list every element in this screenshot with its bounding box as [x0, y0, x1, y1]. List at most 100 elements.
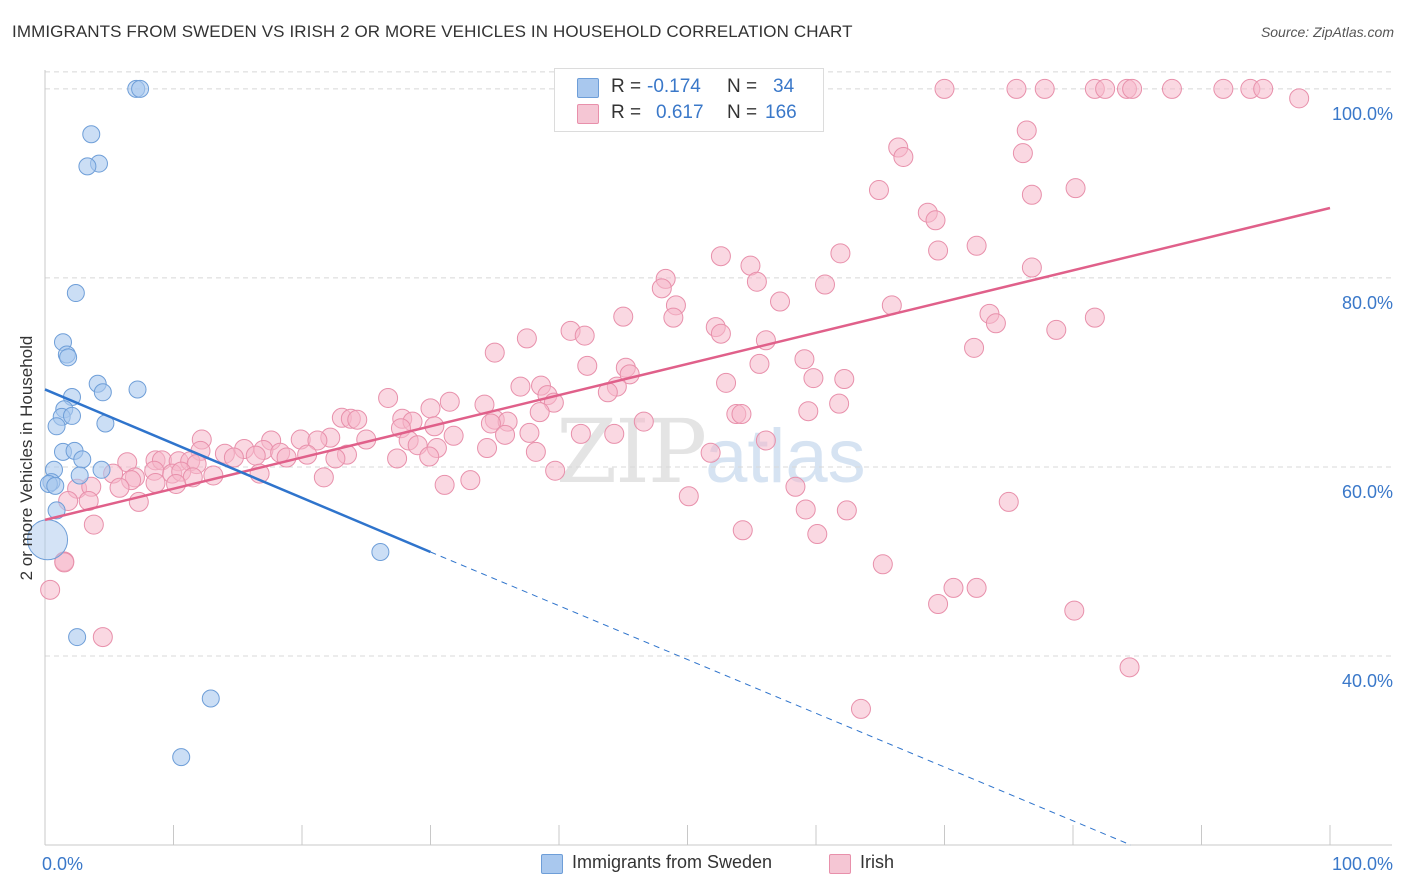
- y-tick-label: 80.0%: [1342, 293, 1393, 313]
- sweden-point: [70, 466, 89, 485]
- legend-swatch-irish: [577, 104, 599, 124]
- irish-point: [834, 369, 855, 390]
- irish-point: [928, 240, 949, 261]
- bottom-swatch-irish: [829, 854, 851, 874]
- legend-n-label: N =: [727, 76, 758, 97]
- legend-n-label: N =: [727, 102, 758, 123]
- irish-point: [731, 404, 752, 425]
- irish-point: [477, 438, 498, 459]
- grid-lines: [45, 71, 1392, 657]
- irish-point: [495, 424, 516, 445]
- irish-point: [633, 411, 654, 432]
- irish-point: [203, 465, 224, 486]
- irish-point: [245, 445, 266, 466]
- irish-point: [934, 78, 955, 99]
- sweden-point: [66, 284, 85, 303]
- sweden-point: [46, 476, 65, 495]
- irish-point: [145, 473, 166, 494]
- irish-point: [795, 499, 816, 520]
- irish-point: [1034, 78, 1055, 99]
- irish-point: [1021, 257, 1042, 278]
- y-axis-label: 2 or more Vehicles in Household: [17, 335, 36, 581]
- irish-point: [785, 476, 806, 497]
- irish-point: [1289, 88, 1310, 109]
- irish-point: [1119, 657, 1140, 678]
- irish-point: [570, 423, 591, 444]
- irish-point: [419, 446, 440, 467]
- sweden-point: [131, 79, 150, 98]
- irish-point: [577, 355, 598, 376]
- legend-swatch-sweden: [577, 78, 599, 98]
- irish-point: [770, 291, 791, 312]
- irish-point: [746, 271, 767, 292]
- irish-point: [1122, 78, 1143, 99]
- irish-point: [803, 368, 824, 389]
- irish-point: [223, 447, 244, 468]
- sweden-point: [371, 543, 390, 562]
- irish-point: [829, 393, 850, 414]
- irish-point: [1213, 78, 1234, 99]
- y-tick-label: 60.0%: [1342, 482, 1393, 502]
- sweden-point: [78, 157, 97, 176]
- x-tick-label: 0.0%: [42, 854, 83, 874]
- irish-point: [484, 342, 505, 363]
- irish-point: [663, 307, 684, 328]
- sweden-point: [73, 450, 92, 469]
- irish-point: [1064, 600, 1085, 621]
- irish-point: [964, 337, 985, 358]
- irish-point: [1016, 120, 1037, 141]
- irish-point: [347, 409, 368, 430]
- irish-point: [836, 500, 857, 521]
- irish-point: [1253, 78, 1274, 99]
- irish-point: [868, 180, 889, 201]
- irish-point: [794, 349, 815, 370]
- irish-point: [998, 491, 1019, 512]
- bottom-swatch-sweden: [541, 854, 563, 874]
- irish-point: [109, 477, 130, 498]
- y-tick-label: 40.0%: [1342, 671, 1393, 691]
- source-credit: Source: ZipAtlas.com: [1260, 24, 1394, 40]
- irish-point: [439, 391, 460, 412]
- irish-point: [1021, 184, 1042, 205]
- irish-point: [604, 423, 625, 444]
- irish-point: [807, 524, 828, 545]
- irish-point: [387, 448, 408, 469]
- irish-point: [307, 430, 328, 451]
- y-tick-label: 100.0%: [1332, 104, 1393, 124]
- sweden-point: [47, 417, 66, 436]
- irish-point: [966, 577, 987, 598]
- legend-n-value: 166: [765, 102, 797, 123]
- irish-point: [443, 425, 464, 446]
- sweden-points: [27, 79, 390, 767]
- sweden-point: [59, 348, 78, 367]
- irish-point: [378, 387, 399, 408]
- sweden-point: [62, 406, 81, 425]
- irish-point: [830, 243, 851, 264]
- irish-point: [893, 146, 914, 167]
- sweden-point: [82, 125, 101, 144]
- irish-point: [1006, 78, 1027, 99]
- sweden-point: [201, 689, 220, 708]
- irish-point: [460, 470, 481, 491]
- sweden-trend-line: [44, 388, 431, 554]
- irish-point: [313, 467, 334, 488]
- irish-point: [814, 274, 835, 295]
- stats-legend: R = -0.174 N = 34 R = 0.617 N = 166: [554, 68, 824, 132]
- sweden-point: [47, 501, 66, 520]
- legend-r-value: 0.617: [656, 102, 704, 123]
- irish-point: [678, 486, 699, 507]
- irish-point: [928, 593, 949, 614]
- irish-point: [716, 372, 737, 393]
- irish-point: [872, 554, 893, 575]
- irish-point: [710, 323, 731, 344]
- irish-point: [516, 328, 537, 349]
- irish-point: [1012, 143, 1033, 164]
- irish-points: [40, 78, 1310, 719]
- irish-point: [480, 413, 501, 434]
- sweden-point: [68, 628, 87, 647]
- irish-point: [749, 353, 770, 374]
- irish-point: [574, 325, 595, 346]
- sweden-point: [128, 380, 147, 399]
- irish-point: [700, 442, 721, 463]
- legend-n-value: 34: [773, 76, 795, 97]
